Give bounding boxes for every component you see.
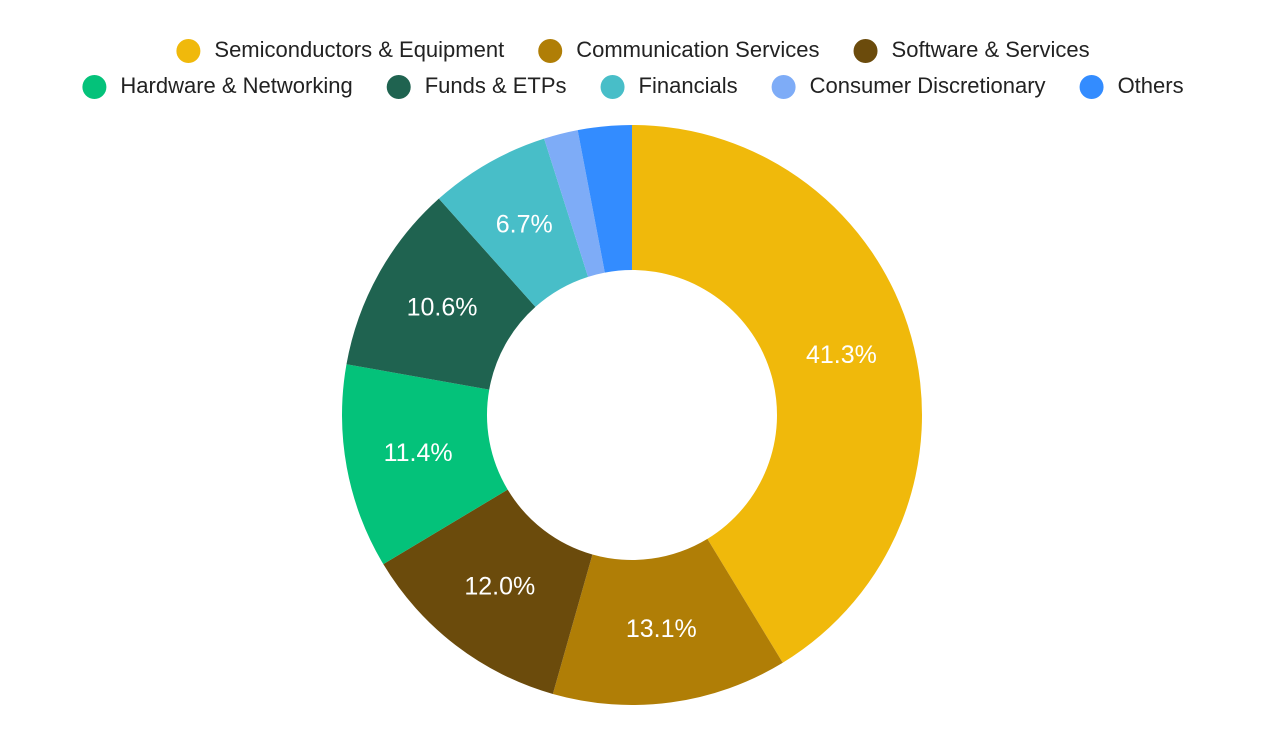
legend-item: Communication Services (538, 37, 820, 63)
value-label: 10.6% (407, 294, 478, 322)
slice (632, 125, 922, 663)
legend-item: Others (1079, 73, 1184, 99)
legend-item: Semiconductors & Equipment (176, 37, 504, 63)
slice (346, 198, 536, 390)
legend-swatch (853, 39, 878, 63)
legend-swatch (600, 75, 625, 99)
slice (438, 138, 589, 307)
donut (341, 125, 922, 705)
legend-item: Hardware & Networking (82, 73, 353, 99)
legend-swatch (82, 75, 107, 99)
legend-label: Consumer Discretionary (810, 73, 1046, 98)
legend-item: Financials (600, 73, 738, 99)
legend-label: Semiconductors & Equipment (214, 37, 504, 62)
legend-swatch (176, 39, 201, 63)
slice (552, 538, 783, 705)
legend-swatch (1079, 75, 1104, 99)
value-label: 13.1% (626, 615, 697, 643)
legend-swatch (538, 39, 563, 63)
legend-label: Hardware & Networking (120, 73, 352, 98)
legend-label: Communication Services (576, 37, 819, 62)
legend-item: Software & Services (853, 37, 1090, 63)
legend: Semiconductors & Equipment Communication … (82, 37, 1184, 99)
value-labels: 41.3% 13.1% 12.0% 11.4% 10.6% 6.7% (384, 211, 877, 643)
legend-label: Funds & ETPs (425, 73, 567, 98)
slice (341, 364, 508, 565)
legend-label: Software & Services (892, 37, 1090, 62)
slice (383, 489, 593, 694)
legend-label: Others (1118, 73, 1184, 98)
slice (577, 125, 632, 273)
legend-swatch (771, 75, 796, 99)
legend-item: Consumer Discretionary (771, 73, 1046, 99)
legend-swatch (386, 75, 411, 99)
value-label: 6.7% (496, 211, 553, 239)
legend-item: Funds & ETPs (386, 73, 567, 99)
value-label: 41.3% (806, 341, 877, 369)
value-label: 11.4% (384, 439, 453, 467)
slice (544, 130, 605, 277)
value-label: 12.0% (464, 572, 535, 600)
legend-label: Financials (639, 73, 738, 98)
